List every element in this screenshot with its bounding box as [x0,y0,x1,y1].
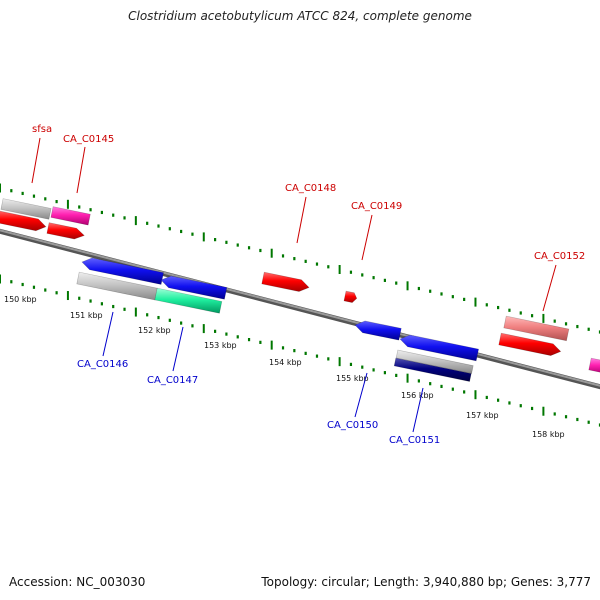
gene-label-ca-c0146: CA_C0146 [77,359,128,370]
gene-label-ca-c0152: CA_C0152 [534,251,585,262]
scale-label-152kbp: 152 kbp [138,326,171,335]
leader-line-ca-c0151 [412,387,424,433]
scale-label-158kbp: 158 kbp [532,430,565,439]
gene-box-ca-c0145 [50,206,91,226]
scale-label-157kbp: 157 kbp [466,411,499,420]
leader-line-sfsa [31,137,41,184]
gene-arrow-ca-c0151 [399,334,479,362]
gene-box-ca-c0146 [76,271,158,301]
gene-box-ca-c0152 [503,315,570,342]
leader-line-ca-c0147 [172,326,184,372]
gene-box-ca-c0151-light [395,349,474,374]
gene-arrow-ca-c0149 [343,290,358,303]
scale-label-154kbp: 154 kbp [269,358,302,367]
scale-label-155kbp: 155 kbp [336,374,369,383]
leader-line-ca-c0148 [296,196,307,244]
gene-label-ca-c0151: CA_C0151 [389,435,440,446]
gene-label-ca-c0147: CA_C0147 [147,375,198,386]
gene-arrow-ca-c0150 [354,320,402,341]
gene-arrow-ca-c0146 [81,257,164,285]
gene-box-ca-c0147 [154,287,223,314]
gene-arrow-upper-2 [46,222,85,240]
leader-line-ca-c0146 [102,311,114,357]
leader-line-ca-c0149 [361,214,373,261]
genome-axis-highlight [0,229,600,387]
gene-label-ca-c0148: CA_C0148 [285,183,336,194]
gene-label-ca-c0150: CA_C0150 [327,420,378,431]
gene-box-ca-c0151-dark [393,357,472,382]
gene-label-ca-c0145: CA_C0145 [63,134,114,145]
leader-line-ca-c0145 [76,146,86,194]
scale-label-151kbp: 151 kbp [70,311,103,320]
gene-label-sfsa: sfsa [32,124,52,135]
map-title: Clostridium acetobutylicum ATCC 824, com… [128,9,472,23]
scale-label-156kbp: 156 kbp [401,391,434,400]
gene-arrow-ca-c0152 [498,332,562,356]
gene-arrow-upper-1 [0,210,47,232]
gene-arrow-ca-c0147 [160,275,228,300]
accession-text: Accession: NC_003030 [9,575,146,589]
gene-box-sfsa [0,198,52,220]
genome-summary: Topology: circular; Length: 3,940,880 bp… [261,575,591,589]
scale-label-153kbp: 153 kbp [204,341,237,350]
leader-line-ca-c0150 [354,372,368,418]
leader-line-ca-c0152 [542,264,557,312]
gene-label-ca-c0149: CA_C0149 [351,201,402,212]
gene-box-right-edge [588,357,600,373]
gene-arrow-ca-c0148 [261,271,310,292]
scale-label-150kbp: 150 kbp [4,295,37,304]
